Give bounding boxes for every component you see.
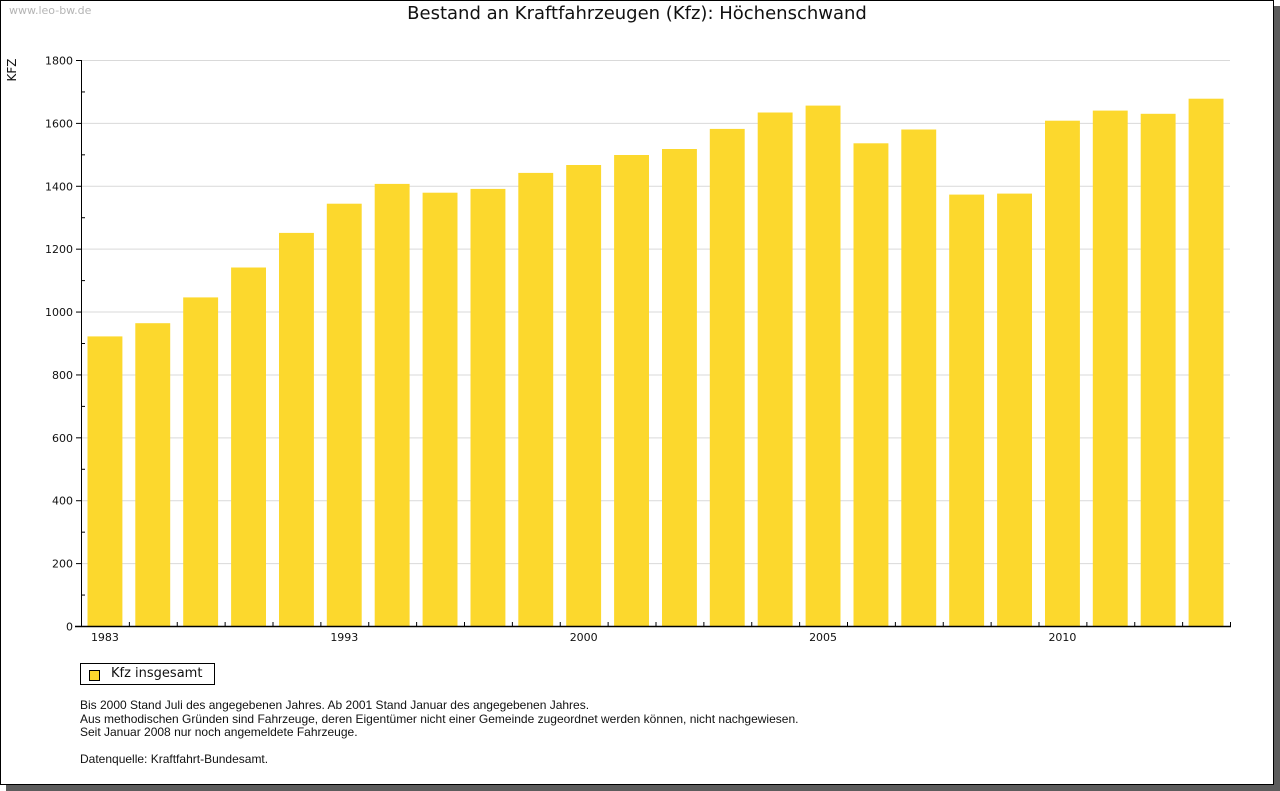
y-tick-label: 1800 [45, 55, 73, 68]
bar [709, 128, 745, 626]
bar [183, 297, 219, 626]
y-tick-label: 200 [52, 558, 73, 571]
footnote: Seit Januar 2008 nur noch angemeldete Fa… [80, 725, 358, 740]
y-tick-label: 0 [66, 621, 73, 634]
x-tick-label: 1983 [91, 631, 119, 644]
bar [279, 232, 314, 626]
y-tick-label: 1200 [45, 243, 73, 256]
x-tick-label: 1993 [330, 631, 358, 644]
bar [901, 129, 937, 626]
bar [949, 194, 985, 626]
bar [566, 165, 602, 626]
footnote: Bis 2000 Stand Juli des angegebenen Jahr… [80, 698, 590, 712]
legend-swatch [89, 670, 100, 681]
legend-label: Kfz insgesamt [111, 666, 203, 681]
bar [1092, 110, 1128, 627]
bar [853, 143, 889, 627]
footnotes: Bis 2000 Stand Juli des angegebenen Jahr… [80, 698, 799, 740]
x-tick-label: 2000 [570, 631, 598, 644]
legend: Kfz insgesamt [80, 663, 215, 685]
bar [135, 323, 171, 626]
bar [374, 183, 410, 626]
bar [518, 172, 554, 626]
x-tick-label: 2005 [809, 631, 837, 644]
axes [75, 60, 1231, 628]
bar [470, 188, 506, 626]
bar [805, 105, 841, 627]
y-tick-label: 600 [52, 432, 73, 445]
bar [997, 193, 1032, 626]
y-tick-label: 1400 [45, 180, 73, 193]
bar [1188, 98, 1224, 626]
footnote: Aus methodischen Gründen sind Fahrzeuge,… [80, 711, 799, 726]
y-tick-labels: 0 200 400 600 800 1000 1200 1400 1600 1800 [45, 55, 73, 634]
x-tick-labels: 1983 1993 2000 2005 2010 [91, 631, 1077, 644]
bar [1045, 120, 1080, 626]
bar [87, 336, 123, 626]
y-axis-label: KFZ [5, 59, 19, 82]
y-tick-label: 1000 [45, 306, 73, 319]
bar [231, 267, 266, 626]
watermark: www.leo-bw.de [9, 4, 92, 17]
y-tick-label: 800 [52, 369, 73, 382]
bar [662, 149, 697, 626]
bar [422, 192, 458, 626]
y-tick-label: 400 [52, 495, 73, 508]
bar [326, 203, 362, 626]
bar [614, 155, 649, 626]
y-tick-label: 1600 [45, 117, 73, 130]
data-source: Datenquelle: Kraftfahrt-Bundesamt. [80, 752, 269, 766]
chart-title: Bestand an Kraftfahrzeugen (Kfz): Höchen… [407, 3, 867, 24]
bar [757, 112, 793, 626]
bar [1140, 113, 1176, 627]
gridlines [81, 60, 1230, 565]
bars [87, 98, 1224, 627]
x-tick-label: 2010 [1048, 631, 1076, 644]
